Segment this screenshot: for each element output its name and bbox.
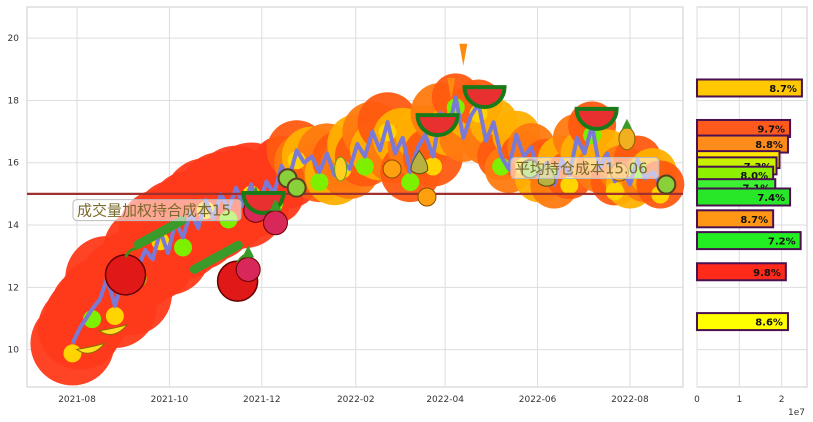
orange-icon bbox=[382, 159, 402, 179]
x-tick-label: 2022-08 bbox=[611, 395, 649, 405]
volume-bar-label: 8.8% bbox=[755, 140, 783, 151]
annotation-text: 平均持仓成本15.06 bbox=[515, 160, 648, 178]
watermelon-icon bbox=[462, 85, 507, 110]
apple-icon bbox=[104, 247, 147, 296]
banana-icon bbox=[75, 342, 107, 354]
carrot-icon bbox=[447, 77, 456, 100]
pear-icon bbox=[410, 149, 429, 175]
volume-bar-label: 9.7% bbox=[757, 124, 785, 135]
x-tick-label: 2022-04 bbox=[426, 395, 464, 405]
side-scale-label: 1e7 bbox=[788, 408, 805, 418]
volume-bar bbox=[696, 312, 789, 332]
cost-dot bbox=[310, 173, 329, 192]
volume-bar-label: 8.7% bbox=[740, 215, 768, 226]
orange-icon bbox=[417, 187, 437, 207]
volume-bar-label: 8.7% bbox=[769, 84, 797, 95]
y-tick-label: 12 bbox=[8, 283, 19, 293]
x-tick-label: 2021-08 bbox=[58, 395, 96, 405]
x-tick-label: 2022-02 bbox=[337, 395, 375, 405]
y-tick-label: 20 bbox=[8, 34, 20, 44]
side-x-tick-label: 0 bbox=[694, 395, 700, 405]
side-x-tick-label: 2 bbox=[779, 395, 785, 405]
corn-icon bbox=[334, 156, 348, 182]
cost-dot bbox=[105, 307, 124, 326]
volume-bar-label: 9.8% bbox=[753, 268, 781, 279]
cost-dot bbox=[401, 173, 420, 192]
side-panel: 8.7%9.7%8.8%8.5%7.3%8.0%7.1%7.4%8.7%7.2%… bbox=[694, 6, 808, 418]
volume-bar bbox=[696, 262, 787, 282]
volume-bar bbox=[696, 78, 803, 98]
y-tick-label: 18 bbox=[8, 96, 20, 106]
radish-icon bbox=[235, 245, 261, 283]
annotations: 成交量加权持合成本15 平均持仓成本15.06 bbox=[72, 157, 660, 222]
watermelon-icon bbox=[574, 106, 619, 131]
volume-bar-label: 7.4% bbox=[757, 193, 785, 204]
cost-dot bbox=[174, 238, 193, 257]
x-tick-label: 2022-06 bbox=[519, 395, 557, 405]
kiwi-icon bbox=[286, 177, 307, 198]
cost-dot bbox=[560, 176, 579, 195]
volume-bars: 8.7%9.7%8.8%8.5%7.3%8.0%7.1%7.4%8.7%7.2%… bbox=[696, 78, 803, 332]
main-axis-ticks: 10 12 14 16 18 20 2021-08 2021-10 2021-12 2022-02… bbox=[8, 34, 650, 405]
kiwi-icon bbox=[656, 174, 677, 195]
side-x-tick-label: 1 bbox=[736, 395, 742, 405]
annotation-box bbox=[510, 157, 660, 180]
cost-dot bbox=[63, 344, 82, 363]
volume-bar bbox=[696, 231, 802, 251]
x-tick-label: 2021-10 bbox=[151, 395, 189, 405]
y-tick-label: 14 bbox=[8, 221, 20, 231]
y-tick-label: 10 bbox=[8, 346, 20, 356]
cost-dot bbox=[355, 157, 374, 176]
watermelon-icon bbox=[415, 113, 460, 138]
annotation-box bbox=[72, 199, 242, 222]
pea-pod-icon bbox=[189, 240, 243, 274]
pineapple-icon bbox=[618, 118, 636, 151]
x-tick-label: 2021-12 bbox=[243, 395, 281, 405]
volume-bar-label: 8.6% bbox=[755, 318, 783, 329]
y-tick-label: 16 bbox=[8, 159, 20, 169]
main-panel: 成交量加权持合成本15 平均持仓成本15.06 10 12 14 16 18 20 2021-… bbox=[8, 6, 685, 405]
banana-icon bbox=[98, 323, 129, 336]
annotation-text: 成交量加权持合成本15 bbox=[77, 202, 231, 220]
volume-bar-label: 8.0% bbox=[740, 171, 768, 182]
cost-dot bbox=[424, 157, 443, 176]
carrot-icon bbox=[459, 43, 468, 66]
radish-icon bbox=[262, 198, 288, 236]
volume-bar bbox=[696, 187, 792, 207]
cost-dot bbox=[605, 182, 624, 201]
pea-pod-icon bbox=[133, 215, 187, 249]
volume-bar bbox=[696, 209, 775, 229]
volume-bar-label: 7.2% bbox=[768, 237, 796, 248]
